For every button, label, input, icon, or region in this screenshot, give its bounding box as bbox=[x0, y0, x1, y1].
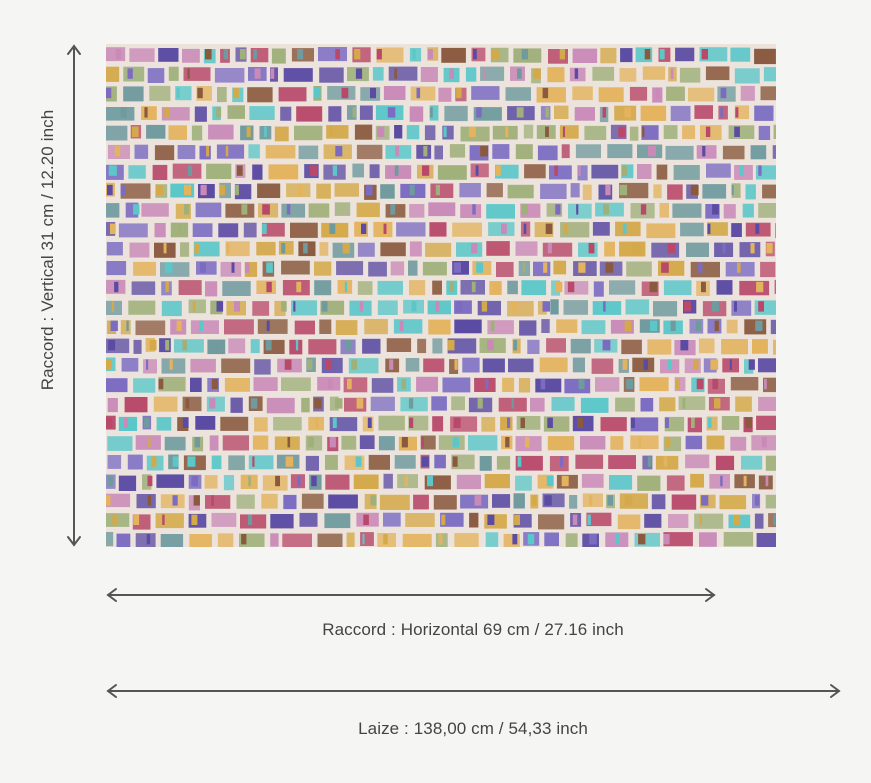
vertical-repeat-label: Raccord : Vertical 31 cm / 12.20 inch bbox=[38, 109, 57, 391]
width-label: Laize : 138,00 cm / 54,33 inch bbox=[358, 719, 588, 738]
pattern-swatch-image bbox=[106, 47, 776, 547]
vertical-repeat-arrow bbox=[67, 44, 81, 547]
pattern-swatch bbox=[106, 44, 776, 547]
horizontal-repeat-label: Raccord : Horizontal 69 cm / 27.16 inch bbox=[322, 620, 624, 639]
width-arrow bbox=[106, 684, 841, 698]
horizontal-repeat-arrow bbox=[106, 588, 716, 602]
